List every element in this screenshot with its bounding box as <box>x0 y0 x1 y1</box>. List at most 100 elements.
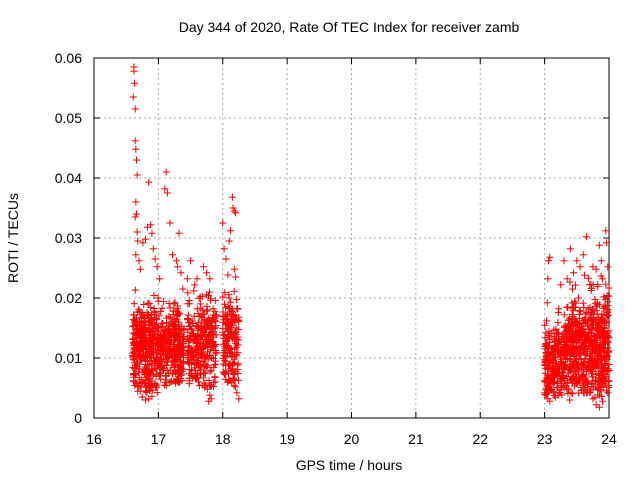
data-point <box>192 333 200 341</box>
data-point <box>184 351 192 359</box>
data-point <box>168 361 176 369</box>
data-point <box>129 335 137 343</box>
data-point <box>193 323 201 331</box>
data-point <box>172 356 180 364</box>
data-point <box>205 317 213 325</box>
data-point <box>159 347 167 355</box>
x-tick-label: 24 <box>601 431 617 447</box>
data-point <box>166 366 174 374</box>
data-point <box>156 369 164 377</box>
data-point <box>199 374 207 382</box>
data-point <box>223 319 231 327</box>
data-point <box>227 298 235 306</box>
data-point <box>566 396 574 404</box>
data-point <box>133 380 141 388</box>
data-point <box>141 317 149 325</box>
data-point <box>136 307 144 315</box>
data-point <box>560 361 568 369</box>
data-point <box>142 352 150 360</box>
data-point <box>220 300 228 308</box>
data-point <box>171 330 179 338</box>
data-point <box>581 355 589 363</box>
data-point <box>149 334 157 342</box>
data-point <box>174 312 182 320</box>
data-point <box>151 307 159 315</box>
data-point <box>219 293 227 301</box>
data-point <box>168 318 176 326</box>
x-tick-label: 16 <box>86 431 102 447</box>
data-point <box>211 297 219 305</box>
data-point <box>198 324 206 332</box>
data-point <box>207 333 215 341</box>
data-point <box>197 362 205 370</box>
data-point <box>135 305 143 313</box>
data-point <box>171 362 179 370</box>
y-tick-label: 0 <box>74 410 82 426</box>
data-point <box>541 321 549 329</box>
data-point <box>231 370 239 378</box>
data-point <box>183 315 191 323</box>
data-point <box>147 335 155 343</box>
data-point <box>207 382 215 390</box>
data-point <box>184 328 192 336</box>
data-point <box>156 349 164 357</box>
data-point <box>212 322 220 330</box>
data-point <box>195 312 203 320</box>
data-point <box>140 300 148 308</box>
data-point <box>186 336 194 344</box>
data-point <box>153 389 161 397</box>
data-point <box>141 379 149 387</box>
data-point <box>192 369 200 377</box>
data-point <box>195 294 203 302</box>
data-point <box>229 335 237 343</box>
data-point <box>579 386 587 394</box>
data-point <box>185 348 193 356</box>
data-point <box>551 344 559 352</box>
data-point <box>174 377 182 385</box>
data-point <box>194 347 202 355</box>
data-point <box>179 352 187 360</box>
data-point <box>129 335 137 343</box>
data-point <box>560 311 568 319</box>
data-point <box>145 299 153 307</box>
data-point <box>567 389 575 397</box>
data-point <box>156 355 164 363</box>
data-point <box>225 334 233 342</box>
data-point <box>222 369 230 377</box>
data-point <box>146 329 154 337</box>
data-point <box>555 350 563 358</box>
data-point <box>141 341 149 349</box>
data-point <box>551 393 559 401</box>
data-point <box>212 340 220 348</box>
data-point <box>197 331 205 339</box>
data-point <box>234 316 242 324</box>
data-point <box>193 332 201 340</box>
data-point <box>189 355 197 363</box>
data-point <box>130 344 138 352</box>
data-point <box>221 312 229 320</box>
data-point <box>568 285 576 293</box>
data-point <box>233 296 241 304</box>
data-point <box>192 336 200 344</box>
data-point <box>197 343 205 351</box>
data-point <box>157 307 165 315</box>
data-point <box>224 271 232 279</box>
data-point <box>203 302 211 310</box>
data-point <box>550 335 558 343</box>
data-point <box>221 356 229 364</box>
data-point <box>185 318 193 326</box>
data-point <box>212 349 220 357</box>
data-point <box>201 332 209 340</box>
data-point <box>160 361 168 369</box>
data-point <box>554 319 562 327</box>
data-point <box>139 326 147 334</box>
data-point <box>222 337 230 345</box>
data-point <box>205 336 213 344</box>
data-point <box>576 308 584 316</box>
data-point <box>553 369 561 377</box>
data-point <box>130 300 138 308</box>
data-point <box>152 370 160 378</box>
data-point <box>205 351 213 359</box>
data-point <box>191 281 199 289</box>
